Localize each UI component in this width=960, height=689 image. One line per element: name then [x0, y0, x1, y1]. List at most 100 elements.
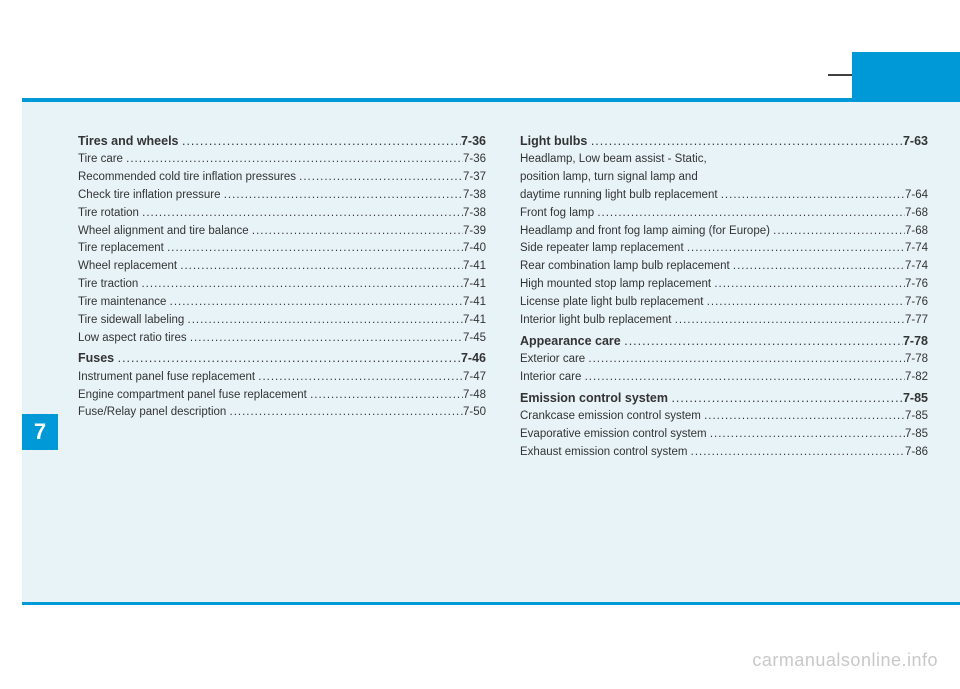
toc-page: 7-40	[463, 240, 486, 258]
toc-entry: License plate light bulb replacement ...…	[520, 294, 928, 312]
toc-label: Tire traction	[78, 276, 141, 294]
toc-label: Emission control system	[520, 389, 671, 408]
toc-page: 7-76	[905, 294, 928, 312]
toc-columns: Tires and wheels .......................…	[78, 130, 928, 461]
toc-page: 7-38	[463, 205, 486, 223]
toc-section: Appearance care ........................…	[520, 332, 928, 351]
toc-page: 7-41	[463, 312, 486, 330]
toc-label: Appearance care	[520, 332, 624, 351]
toc-page: 7-63	[903, 132, 928, 151]
toc-page: 7-86	[905, 444, 928, 462]
toc-label: Headlamp and front fog lamp aiming (for …	[520, 223, 773, 241]
toc-column-left: Tires and wheels .......................…	[78, 130, 486, 461]
toc-leader: ........................................…	[118, 349, 461, 368]
toc-leader: ........................................…	[687, 240, 905, 258]
toc-leader: ........................................…	[597, 205, 905, 223]
toc-entry: Tire replacement .......................…	[78, 240, 486, 258]
toc-label: daytime running light bulb replacement	[520, 187, 721, 205]
toc-leader: ........................................…	[258, 369, 463, 387]
toc-label: Instrument panel fuse replacement	[78, 369, 258, 387]
toc-entry: Tire traction ..........................…	[78, 276, 486, 294]
toc-leader: ........................................…	[707, 294, 905, 312]
toc-label: High mounted stop lamp replacement	[520, 276, 714, 294]
toc-label: Interior care	[520, 369, 585, 387]
toc-page: 7-37	[463, 169, 486, 187]
toc-page: 7-74	[905, 240, 928, 258]
toc-entry: Tire maintenance .......................…	[78, 294, 486, 312]
toc-label: Check tire inflation pressure	[78, 187, 224, 205]
toc-entry: Instrument panel fuse replacement ......…	[78, 369, 486, 387]
toc-label: Exterior care	[520, 351, 588, 369]
toc-leader: ........................................…	[714, 276, 905, 294]
bottom-rule	[22, 602, 960, 605]
toc-page: 7-76	[905, 276, 928, 294]
toc-entry-line: Headlamp, Low beam assist - Static,	[520, 151, 928, 169]
toc-leader: ........................................…	[710, 426, 905, 444]
toc-entry: Evaporative emission control system ....…	[520, 426, 928, 444]
toc-leader: ........................................…	[180, 258, 463, 276]
toc-leader: ........................................…	[190, 330, 463, 348]
toc-leader: ........................................…	[126, 151, 463, 169]
toc-page: 7-78	[905, 351, 928, 369]
toc-page: 7-85	[905, 408, 928, 426]
toc-leader: ........................................…	[675, 312, 905, 330]
toc-page: 7-41	[463, 258, 486, 276]
toc-label: Side repeater lamp replacement	[520, 240, 687, 258]
toc-entry: Interior light bulb replacement ........…	[520, 312, 928, 330]
toc-page: 7-50	[463, 404, 486, 422]
toc-label: Evaporative emission control system	[520, 426, 710, 444]
toc-page: 7-47	[463, 369, 486, 387]
toc-label: Engine compartment panel fuse replacemen…	[78, 387, 310, 405]
side-tab	[852, 52, 960, 100]
toc-label: Fuse/Relay panel description	[78, 404, 230, 422]
toc-label: Front fog lamp	[520, 205, 597, 223]
toc-page: 7-64	[905, 187, 928, 205]
toc-page: 7-68	[905, 205, 928, 223]
toc-entry: Engine compartment panel fuse replacemen…	[78, 387, 486, 405]
toc-page: 7-48	[463, 387, 486, 405]
toc-label: Tire maintenance	[78, 294, 170, 312]
toc-leader: ........................................…	[588, 351, 905, 369]
toc-label: Light bulbs	[520, 132, 591, 151]
toc-leader: ........................................…	[721, 187, 905, 205]
toc-entry: Fuse/Relay panel description ...........…	[78, 404, 486, 422]
toc-entry: Exterior care ..........................…	[520, 351, 928, 369]
toc-entry: Tire sidewall labeling .................…	[78, 312, 486, 330]
toc-page: 7-38	[463, 187, 486, 205]
toc-page: 7-85	[903, 389, 928, 408]
toc-entry: Recommended cold tire inflation pressure…	[78, 169, 486, 187]
toc-entry: Rear combination lamp bulb replacement .…	[520, 258, 928, 276]
toc-page: 7-41	[463, 294, 486, 312]
toc-label: Tire sidewall labeling	[78, 312, 188, 330]
toc-label: Exhaust emission control system	[520, 444, 691, 462]
toc-page: 7-78	[903, 332, 928, 351]
toc-page: 7-68	[905, 223, 928, 241]
toc-entry: Wheel alignment and tire balance .......…	[78, 223, 486, 241]
toc-leader: ........................................…	[704, 408, 905, 426]
toc-leader: ........................................…	[299, 169, 463, 187]
toc-leader: ........................................…	[733, 258, 905, 276]
toc-leader: ........................................…	[671, 389, 903, 408]
toc-label: Rear combination lamp bulb replacement	[520, 258, 733, 276]
toc-label: Wheel alignment and tire balance	[78, 223, 252, 241]
toc-label: Tire care	[78, 151, 126, 169]
toc-entry: Low aspect ratio tires .................…	[78, 330, 486, 348]
toc-leader: ........................................…	[310, 387, 463, 405]
toc-entry: daytime running light bulb replacement .…	[520, 187, 928, 205]
toc-page: 7-77	[905, 312, 928, 330]
toc-label: Wheel replacement	[78, 258, 180, 276]
toc-page: 7-41	[463, 276, 486, 294]
toc-entry: Crankcase emission control system ......…	[520, 408, 928, 426]
toc-page: 7-46	[461, 349, 486, 368]
toc-leader: ........................................…	[170, 294, 463, 312]
toc-page: 7-36	[463, 151, 486, 169]
toc-page: 7-74	[905, 258, 928, 276]
toc-entry: Check tire inflation pressure ..........…	[78, 187, 486, 205]
toc-leader: ........................................…	[252, 223, 463, 241]
toc-leader: ........................................…	[167, 240, 463, 258]
toc-leader: ........................................…	[230, 404, 463, 422]
toc-leader: ........................................…	[585, 369, 905, 387]
toc-leader: ........................................…	[224, 187, 463, 205]
toc-label: Interior light bulb replacement	[520, 312, 675, 330]
toc-entry: Side repeater lamp replacement .........…	[520, 240, 928, 258]
